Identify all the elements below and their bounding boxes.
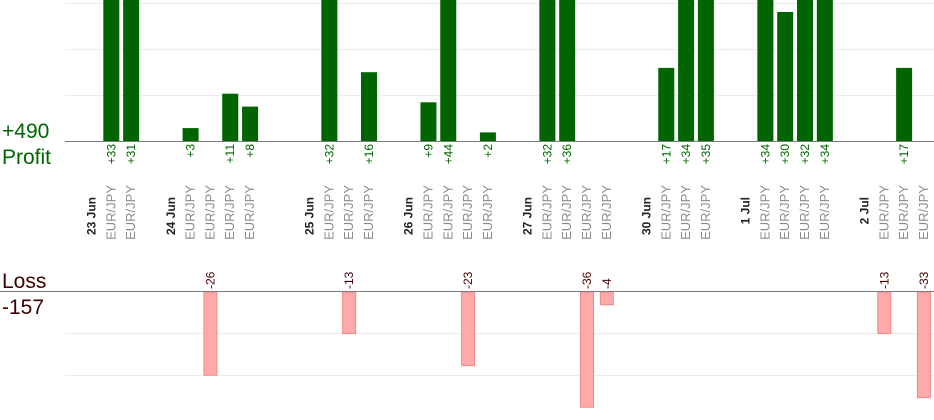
trade-pair-label: EUR/JPY — [797, 185, 812, 240]
profit-bar — [440, 0, 457, 141]
loss-value-label: -13 — [342, 271, 356, 289]
trade-pair-label: EUR/JPY — [876, 185, 891, 240]
loss-value-label: -36 — [580, 271, 594, 289]
profit-value-label: +3 — [184, 144, 198, 158]
trade-pair-label: EUR/JPY — [222, 185, 237, 240]
loss-title: Loss — [2, 270, 46, 293]
date-label: 30 Jun — [639, 197, 653, 235]
trade-pair-label: EUR/JPY — [579, 185, 594, 240]
profit-value-label: +16 — [362, 144, 376, 165]
trade-pair-label: EUR/JPY — [321, 185, 336, 240]
profit-value-label: +32 — [322, 144, 336, 165]
profit-bar — [182, 128, 199, 141]
profit-bar — [777, 12, 794, 141]
profit-value-label: +36 — [560, 144, 574, 165]
profit-value-label: +2 — [481, 144, 495, 158]
trade-pair-label: EUR/JPY — [678, 185, 693, 240]
trade-pair-label: EUR/JPY — [123, 185, 138, 240]
profit-bar — [242, 106, 259, 141]
loss-value-label: -4 — [600, 278, 614, 289]
profit-bar — [420, 102, 437, 141]
profit-bar — [757, 0, 774, 141]
loss-value-label: -33 — [917, 271, 931, 289]
trade-pair-label: EUR/JPY — [460, 185, 475, 240]
loss-bar — [877, 291, 892, 335]
loss-bar — [580, 291, 594, 408]
trade-pair-label: EUR/JPY — [480, 185, 495, 240]
profit-bar — [816, 0, 833, 141]
loss-value-label: -23 — [461, 271, 475, 289]
date-label: 26 Jun — [402, 197, 416, 235]
trade-pair-label: EUR/JPY — [817, 185, 832, 240]
trade-pair-label: EUR/JPY — [103, 185, 118, 240]
loss-value-label: -26 — [203, 271, 217, 289]
profit-value-label: +32 — [798, 144, 812, 165]
profit-bar — [697, 0, 714, 141]
profit-value-label: +34 — [758, 144, 772, 165]
profit-value-label: +8 — [243, 144, 257, 158]
loss-bars: -26-13-23-36-4-13-33-9 — [203, 271, 931, 408]
profit-value-label: +34 — [679, 144, 693, 165]
profit-value-label: +31 — [124, 144, 138, 165]
date-label: 23 Jun — [85, 197, 99, 235]
loss-value-label: -13 — [877, 271, 891, 289]
loss-bar — [916, 291, 931, 399]
trade-pair-label: EUR/JPY — [202, 185, 217, 240]
profit-bar — [797, 0, 814, 141]
trade-pair-label: EUR/JPY — [539, 185, 554, 240]
profit-bar — [123, 0, 140, 141]
profit-bar — [321, 0, 338, 141]
trade-pair-label: EUR/JPY — [777, 185, 792, 240]
trade-pair-label: EUR/JPY — [658, 185, 673, 240]
x-axis-labels: 23 Jun 24 Jun 25 Jun 26 Jun 27 Jun 30 Jun 1 Ju… — [85, 185, 931, 240]
date-label: 1 Jul — [739, 197, 753, 224]
trade-pair-label: EUR/JPY — [361, 185, 376, 240]
profit-bar — [539, 0, 556, 141]
date-label: 27 Jun — [521, 197, 535, 235]
loss-gridlines — [65, 333, 934, 376]
profit-value-label: +17 — [659, 144, 673, 165]
profit-bar — [559, 0, 576, 141]
profit-bar — [896, 67, 913, 141]
profit-value-label: +33 — [104, 144, 118, 165]
profit-value-label: +34 — [818, 144, 832, 165]
loss-bar — [599, 291, 614, 306]
profit-value-label: +17 — [897, 144, 911, 165]
profit-title: Profit — [2, 146, 51, 169]
profit-value-label: +9 — [421, 144, 435, 158]
trade-pair-label: EUR/JPY — [599, 185, 614, 240]
profit-bar — [222, 93, 239, 141]
trade-pair-label: EUR/JPY — [757, 185, 772, 240]
trade-pair-label: EUR/JPY — [896, 185, 911, 240]
profit-bar — [103, 0, 120, 141]
profit-bar — [678, 0, 695, 141]
profit-bar — [658, 67, 675, 141]
trade-pair-label: EUR/JPY — [440, 185, 455, 240]
loss-bar — [203, 291, 218, 376]
trade-pair-label: EUR/JPY — [242, 185, 257, 240]
date-label: 24 Jun — [164, 197, 178, 235]
trade-pair-label: EUR/JPY — [698, 185, 713, 240]
loss-bar — [342, 291, 357, 335]
loss-bar — [461, 291, 476, 367]
profit-value-label: +11 — [223, 144, 237, 164]
profit-bar — [479, 132, 496, 141]
profit-value-label: +35 — [699, 144, 713, 165]
date-label: 25 Jun — [303, 197, 317, 235]
trade-pair-label: EUR/JPY — [420, 185, 435, 240]
trade-pair-label: EUR/JPY — [559, 185, 574, 240]
trade-pair-label: EUR/JPY — [916, 185, 931, 240]
profit-value-label: +44 — [441, 144, 455, 165]
profit-value-label: +30 — [778, 144, 792, 165]
profit-value-label: +32 — [540, 144, 554, 165]
profit-bar — [360, 72, 377, 141]
profit-bars: +33 +31 +3 +11 +8 +32 +16 +9 +44 +2 +32 +36 +17 +34 +3… — [103, 0, 913, 165]
trade-pair-label: EUR/JPY — [183, 185, 198, 240]
loss-total: -157 — [2, 296, 44, 319]
trade-pair-label: EUR/JPY — [341, 185, 356, 240]
profit-total: +490 — [2, 120, 49, 143]
date-label: 2 Jul — [857, 197, 871, 224]
